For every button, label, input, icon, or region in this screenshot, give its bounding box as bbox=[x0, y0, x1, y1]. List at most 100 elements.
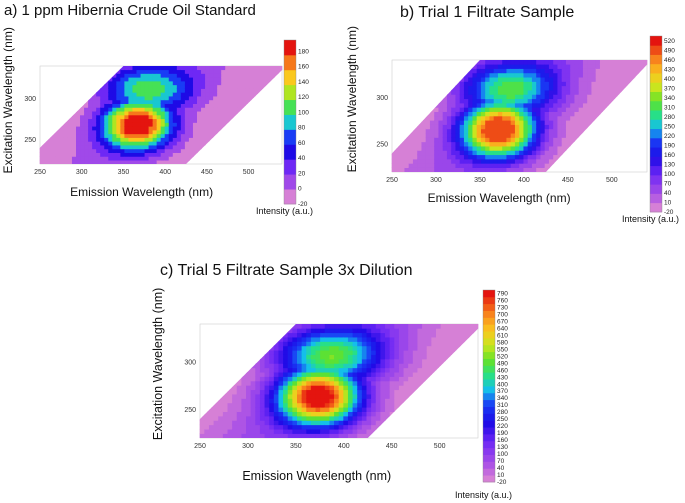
eem-cell bbox=[642, 163, 648, 168]
eem-cell bbox=[269, 363, 275, 369]
eem-cell bbox=[277, 137, 283, 142]
eem-cell bbox=[255, 433, 261, 438]
eem-cell bbox=[604, 158, 610, 164]
eem-cell bbox=[310, 363, 317, 369]
eem-cell bbox=[429, 64, 435, 69]
eem-cell bbox=[47, 114, 53, 120]
eem-cell bbox=[574, 128, 580, 134]
eem-cell bbox=[160, 118, 166, 123]
eem-cell bbox=[425, 154, 431, 160]
eem-cell bbox=[398, 393, 405, 399]
eem-cell bbox=[357, 380, 363, 386]
eem-cell bbox=[184, 148, 190, 153]
eem-cell bbox=[120, 92, 125, 97]
eem-cell bbox=[334, 380, 340, 386]
eem-cell bbox=[523, 94, 529, 100]
eem-cell bbox=[557, 107, 563, 112]
eem-cell bbox=[96, 77, 101, 82]
eem-cell bbox=[292, 428, 298, 434]
eem-cell bbox=[278, 424, 284, 430]
eem-cell bbox=[148, 69, 154, 74]
eem-cell bbox=[283, 341, 289, 347]
eem-cell bbox=[417, 402, 423, 408]
eem-cell bbox=[638, 115, 644, 121]
eem-cell bbox=[574, 81, 580, 87]
eem-cell bbox=[463, 358, 470, 364]
eem-cell bbox=[361, 420, 368, 426]
eem-cell bbox=[51, 92, 57, 97]
eem-cell bbox=[306, 371, 312, 377]
eem-cell bbox=[39, 159, 45, 164]
eem-cell bbox=[310, 433, 317, 438]
eem-cell bbox=[506, 60, 512, 65]
eem-cell bbox=[557, 145, 563, 151]
eem-cell bbox=[55, 148, 61, 153]
eem-cell bbox=[527, 115, 533, 121]
eem-cell bbox=[197, 66, 202, 71]
panel-c-title: c) Trial 5 Filtrate Sample 3x Dilution bbox=[160, 262, 413, 279]
eem-cell bbox=[431, 363, 437, 369]
eem-cell bbox=[209, 137, 214, 142]
eem-cell bbox=[612, 85, 618, 91]
eem-cell bbox=[604, 115, 610, 121]
eem-cell bbox=[71, 80, 77, 86]
eem-cell bbox=[338, 376, 344, 382]
eem-cell bbox=[334, 341, 340, 347]
eem-cell bbox=[283, 402, 289, 408]
eem-cell bbox=[375, 358, 381, 364]
eem-cell bbox=[63, 69, 69, 74]
eem-cell bbox=[287, 324, 293, 329]
eem-cell bbox=[561, 137, 567, 143]
eem-cell bbox=[591, 154, 597, 160]
eem-cell bbox=[527, 120, 533, 125]
eem-cell bbox=[408, 150, 414, 156]
eem-cell bbox=[468, 371, 474, 377]
eem-cell bbox=[438, 115, 444, 121]
eem-cell bbox=[629, 132, 635, 138]
eem-cell bbox=[431, 433, 437, 438]
eem-cell bbox=[148, 77, 154, 82]
eem-cell bbox=[225, 144, 230, 150]
eem-cell bbox=[92, 80, 97, 86]
eem-cell bbox=[608, 158, 614, 164]
eem-cell bbox=[459, 332, 465, 338]
eem-cell bbox=[451, 68, 457, 74]
eem-cell bbox=[209, 141, 214, 146]
eem-cell bbox=[468, 102, 474, 108]
eem-cell bbox=[227, 393, 233, 399]
colorbar-band bbox=[650, 73, 662, 83]
eem-cell bbox=[168, 118, 174, 123]
eem-cell bbox=[43, 126, 49, 131]
eem-cell bbox=[269, 389, 275, 395]
eem-cell bbox=[192, 84, 198, 89]
eem-cell bbox=[429, 68, 435, 74]
eem-cell bbox=[473, 376, 479, 382]
eem-cell bbox=[595, 60, 601, 65]
eem-cell bbox=[108, 144, 113, 150]
eem-cell bbox=[514, 132, 520, 138]
eem-cell bbox=[454, 328, 460, 334]
eem-cell bbox=[497, 68, 503, 74]
eem-cell bbox=[104, 80, 109, 86]
eem-cell bbox=[292, 328, 298, 334]
eem-cell bbox=[201, 129, 206, 135]
eem-cell bbox=[273, 110, 279, 116]
eem-cell bbox=[84, 84, 89, 89]
eem-cell bbox=[55, 118, 61, 123]
eem-cell bbox=[422, 363, 428, 369]
eem-cell bbox=[633, 111, 639, 117]
eem-cell bbox=[144, 107, 150, 112]
eem-cell bbox=[310, 328, 317, 334]
eem-cell bbox=[408, 371, 414, 377]
eem-cell bbox=[421, 163, 427, 168]
eem-cell bbox=[440, 393, 446, 399]
eem-cell bbox=[514, 120, 520, 125]
eem-cell bbox=[104, 88, 109, 93]
eem-cell bbox=[459, 371, 465, 377]
eem-cell bbox=[39, 156, 45, 161]
eem-cell bbox=[100, 137, 105, 142]
eem-cell bbox=[297, 324, 303, 329]
eem-cell bbox=[278, 376, 284, 382]
eem-cell bbox=[578, 107, 584, 112]
eem-cell bbox=[604, 163, 610, 168]
